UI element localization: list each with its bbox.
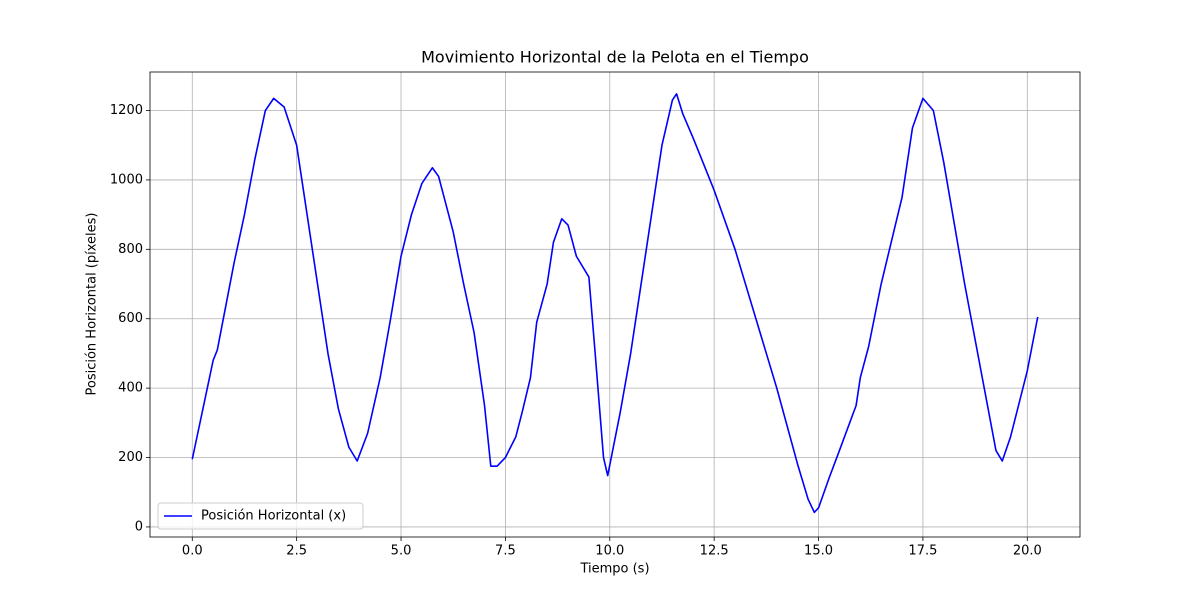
x-axis-label: Tiempo (s) <box>579 562 649 577</box>
chart-title: Movimiento Horizontal de la Pelota en el… <box>421 48 809 67</box>
x-tick-label: 2.5 <box>286 544 307 559</box>
y-tick-label: 800 <box>118 242 143 257</box>
y-tick-label: 600 <box>118 311 143 326</box>
x-tick-label: 5.0 <box>391 544 412 559</box>
axes-frame <box>149 71 1081 538</box>
y-tick-label: 200 <box>118 450 143 465</box>
y-tick-label: 1000 <box>110 172 143 187</box>
y-axis-label: Posición Horizontal (píxeles) <box>85 213 100 396</box>
x-tick-label: 20.0 <box>1013 544 1042 559</box>
y-tick-label: 400 <box>118 381 143 396</box>
legend-box <box>157 502 364 530</box>
x-tick-label: 7.5 <box>495 544 516 559</box>
x-tick-label: 0.0 <box>182 544 203 559</box>
x-tick-label: 15.0 <box>804 544 833 559</box>
x-tick-label: 17.5 <box>908 544 937 559</box>
x-tick-label: 10.0 <box>595 544 624 559</box>
legend-label: Posición Horizontal (x) <box>201 509 346 524</box>
x-tick-label: 12.5 <box>700 544 729 559</box>
y-tick-label: 1200 <box>110 103 143 118</box>
legend: Posición Horizontal (x) <box>157 502 364 530</box>
y-tick-label: 0 <box>135 519 143 534</box>
data-line <box>191 93 1039 514</box>
